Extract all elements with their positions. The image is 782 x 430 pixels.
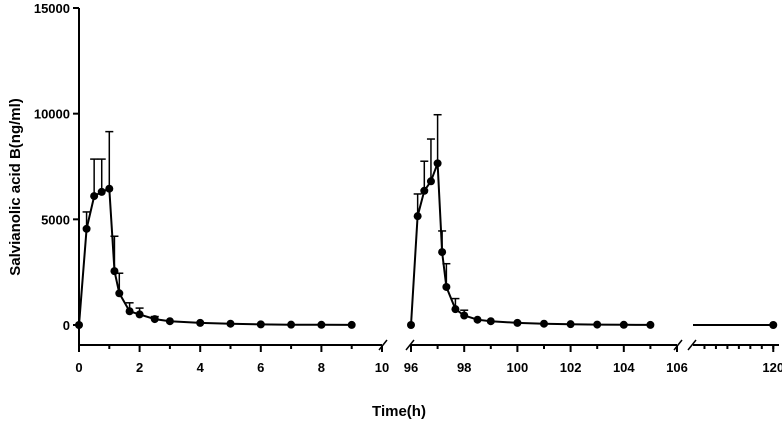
data-point xyxy=(426,177,435,186)
data-point xyxy=(90,192,99,201)
y-tick-label: 0 xyxy=(63,318,70,333)
x-tick-label: 98 xyxy=(457,360,471,375)
x-tick-label: 104 xyxy=(613,360,635,375)
data-point xyxy=(407,321,415,329)
data-point xyxy=(287,320,296,329)
axis-break-mark xyxy=(378,339,388,351)
x-axis-title: Time(h) xyxy=(372,403,426,420)
x-tick-label: 4 xyxy=(197,360,205,375)
data-point xyxy=(473,315,482,324)
data-point xyxy=(513,318,522,327)
data-point xyxy=(442,282,451,291)
x-tick-label: 106 xyxy=(666,360,688,375)
data-point xyxy=(593,320,602,329)
x-tick-label: 100 xyxy=(507,360,529,375)
axis-break-mark xyxy=(687,339,697,351)
data-point xyxy=(226,319,235,328)
data-point xyxy=(125,307,134,316)
y-tick-label: 10000 xyxy=(34,107,70,122)
data-point xyxy=(135,310,144,319)
data-point xyxy=(438,248,447,257)
data-point xyxy=(105,184,114,193)
axis-break-mark xyxy=(405,339,415,351)
y-axis-title: Salvianolic acid B(ng/ml) xyxy=(7,98,24,276)
y-axis: 0 5000 10000 15000 xyxy=(34,1,80,345)
x-tick-label: 0 xyxy=(75,360,82,375)
data-point xyxy=(769,321,778,329)
data-point xyxy=(75,321,83,329)
y-tick-label: 15000 xyxy=(34,1,70,16)
axis-break-mark xyxy=(673,339,683,351)
series-line xyxy=(78,187,352,326)
data-point xyxy=(460,311,469,320)
data-point xyxy=(196,318,205,327)
data-point xyxy=(646,320,655,329)
x-tick-label: 8 xyxy=(318,360,325,375)
data-point xyxy=(97,187,106,196)
series-line xyxy=(410,162,651,326)
data-point xyxy=(486,317,495,326)
data-point xyxy=(82,224,91,233)
data-point xyxy=(413,212,422,221)
series-layer xyxy=(75,113,778,329)
x-tick-label: 96 xyxy=(404,360,418,375)
data-point xyxy=(150,315,159,324)
data-point xyxy=(165,317,174,326)
data-point xyxy=(566,320,575,329)
data-point xyxy=(619,320,628,329)
x-axis: 0 2 4 6 8 10 96 98 100 102 104 106 120 xyxy=(75,339,782,375)
data-point xyxy=(347,320,356,329)
data-point xyxy=(451,305,460,314)
x-tick-label: 102 xyxy=(560,360,582,375)
data-point xyxy=(115,289,124,298)
data-point xyxy=(420,186,429,195)
x-tick-label: 2 xyxy=(136,360,143,375)
x-tick-label: 10 xyxy=(375,360,389,375)
data-point xyxy=(433,159,442,168)
data-point xyxy=(256,320,265,329)
x-tick-label: 120 xyxy=(762,360,782,375)
data-point xyxy=(317,320,326,329)
y-tick-label: 5000 xyxy=(41,212,70,227)
x-tick-label: 6 xyxy=(257,360,264,375)
data-point xyxy=(540,319,548,328)
